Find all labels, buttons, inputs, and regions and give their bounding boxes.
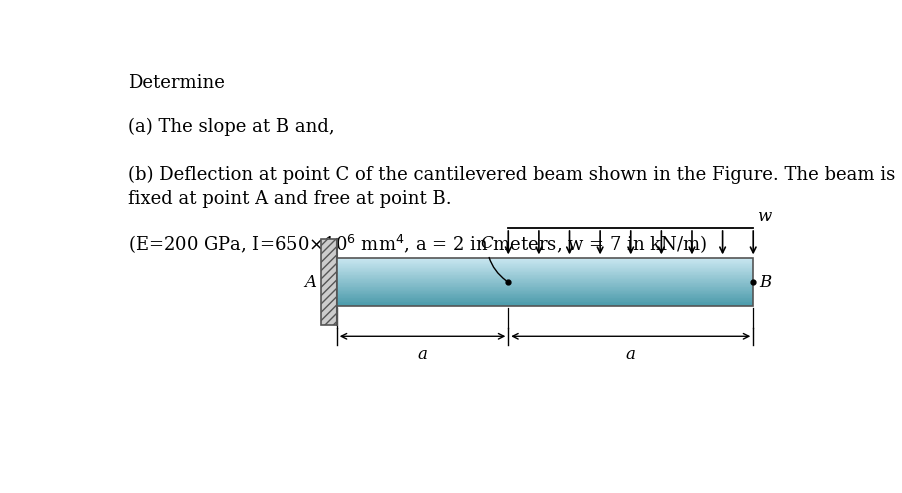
- Bar: [336, 283, 752, 284]
- Bar: [336, 280, 752, 281]
- Bar: [336, 258, 752, 306]
- Bar: [336, 259, 752, 260]
- Bar: [336, 258, 752, 259]
- Bar: [336, 270, 752, 271]
- Bar: [336, 264, 752, 265]
- Bar: [336, 274, 752, 275]
- Bar: [336, 277, 752, 278]
- Bar: [336, 262, 752, 263]
- Bar: [336, 269, 752, 270]
- Bar: [336, 294, 752, 296]
- Bar: [336, 275, 752, 276]
- Bar: [336, 304, 752, 305]
- Bar: [336, 295, 752, 296]
- Text: (E=200 GPa, I=650$\times$10$^{6}$ mm$^{4}$, a = 2 in meters, w = 7 in kN/m): (E=200 GPa, I=650$\times$10$^{6}$ mm$^{4…: [128, 232, 706, 255]
- Bar: [336, 264, 752, 266]
- Bar: [336, 280, 752, 282]
- Bar: [336, 288, 752, 289]
- Bar: [336, 282, 752, 284]
- Bar: [336, 298, 752, 299]
- Bar: [336, 298, 752, 300]
- Bar: [336, 285, 752, 286]
- Bar: [336, 265, 752, 266]
- Bar: [336, 303, 752, 304]
- Text: a: a: [625, 346, 635, 363]
- Text: fixed at point A and free at point B.: fixed at point A and free at point B.: [128, 190, 451, 208]
- Bar: [336, 266, 752, 267]
- Bar: [336, 294, 752, 295]
- Bar: [336, 293, 752, 294]
- Bar: [336, 273, 752, 274]
- Bar: [336, 261, 752, 262]
- Bar: [336, 289, 752, 290]
- Bar: [336, 302, 752, 303]
- Bar: [336, 268, 752, 270]
- Bar: [336, 301, 752, 302]
- Bar: [336, 278, 752, 279]
- Text: Determine: Determine: [128, 74, 225, 92]
- Text: w: w: [757, 208, 771, 225]
- Bar: [336, 292, 752, 293]
- Bar: [336, 299, 752, 300]
- Bar: [336, 284, 752, 285]
- Text: B: B: [758, 274, 770, 291]
- Bar: [336, 296, 752, 297]
- Bar: [336, 290, 752, 291]
- Bar: [336, 300, 752, 301]
- Bar: [336, 290, 752, 292]
- Text: C: C: [480, 235, 505, 281]
- Bar: [336, 286, 752, 287]
- Bar: [336, 286, 752, 288]
- Bar: [336, 279, 752, 280]
- Bar: [321, 240, 336, 325]
- Bar: [336, 297, 752, 298]
- Bar: [336, 276, 752, 277]
- Bar: [336, 263, 752, 264]
- Bar: [336, 276, 752, 278]
- Bar: [336, 302, 752, 304]
- Bar: [336, 260, 752, 261]
- Text: (a) The slope at B and,: (a) The slope at B and,: [128, 118, 335, 136]
- Bar: [336, 260, 752, 262]
- Text: (b) Deflection at point C of the cantilevered beam shown in the Figure. The beam: (b) Deflection at point C of the cantile…: [128, 166, 895, 184]
- Bar: [336, 272, 752, 274]
- Text: a: a: [417, 346, 427, 363]
- Bar: [336, 271, 752, 272]
- Bar: [336, 268, 752, 269]
- Bar: [336, 282, 752, 283]
- Bar: [336, 291, 752, 292]
- Bar: [336, 272, 752, 273]
- Bar: [336, 267, 752, 268]
- Bar: [336, 287, 752, 288]
- Bar: [336, 305, 752, 306]
- Bar: [336, 281, 752, 282]
- Text: A: A: [303, 274, 316, 291]
